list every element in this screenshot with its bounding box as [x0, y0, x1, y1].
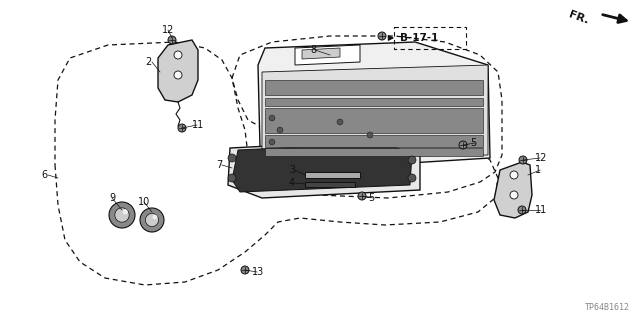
- Text: 6: 6: [42, 170, 48, 180]
- Circle shape: [518, 206, 526, 214]
- Text: 10: 10: [138, 197, 150, 207]
- Bar: [265, 135, 483, 147]
- Circle shape: [510, 171, 518, 179]
- Circle shape: [337, 119, 343, 125]
- Text: 11: 11: [192, 120, 204, 130]
- Circle shape: [358, 192, 366, 200]
- Text: 2: 2: [146, 57, 152, 67]
- Bar: [305, 182, 355, 187]
- Circle shape: [408, 174, 416, 182]
- Text: 11: 11: [535, 205, 547, 215]
- Circle shape: [140, 208, 164, 232]
- Circle shape: [174, 51, 182, 59]
- Circle shape: [519, 156, 527, 164]
- Circle shape: [115, 208, 129, 222]
- Text: 13: 13: [252, 267, 264, 277]
- Circle shape: [109, 202, 135, 228]
- Bar: [265, 108, 483, 133]
- Bar: [265, 148, 483, 156]
- Polygon shape: [232, 143, 412, 192]
- Circle shape: [269, 139, 275, 145]
- Circle shape: [168, 36, 176, 44]
- Circle shape: [152, 215, 157, 220]
- Circle shape: [510, 191, 518, 199]
- Text: 5: 5: [368, 193, 374, 203]
- Text: 12: 12: [162, 25, 174, 35]
- Circle shape: [378, 32, 386, 40]
- Text: 3: 3: [289, 165, 295, 175]
- Circle shape: [228, 154, 236, 162]
- Polygon shape: [258, 42, 490, 165]
- Circle shape: [408, 156, 416, 164]
- Text: 12: 12: [535, 153, 547, 163]
- Circle shape: [123, 209, 128, 214]
- Circle shape: [145, 213, 159, 227]
- Circle shape: [459, 141, 467, 149]
- Text: 5: 5: [470, 138, 476, 148]
- Bar: [265, 98, 483, 106]
- Polygon shape: [158, 40, 198, 102]
- Circle shape: [277, 127, 283, 133]
- Bar: [265, 80, 483, 95]
- Text: FR.: FR.: [567, 10, 590, 26]
- Polygon shape: [295, 45, 360, 65]
- Text: TP64B1612: TP64B1612: [585, 303, 630, 312]
- Polygon shape: [302, 48, 340, 59]
- Circle shape: [269, 115, 275, 121]
- Circle shape: [241, 266, 249, 274]
- Polygon shape: [494, 162, 532, 218]
- Text: 1: 1: [535, 165, 541, 175]
- Polygon shape: [262, 65, 488, 158]
- Circle shape: [174, 71, 182, 79]
- Text: B-17-1: B-17-1: [400, 33, 438, 43]
- Circle shape: [367, 132, 373, 138]
- Text: 8: 8: [310, 45, 316, 55]
- Polygon shape: [228, 140, 420, 198]
- Circle shape: [178, 124, 186, 132]
- Text: 4: 4: [289, 178, 295, 188]
- Text: 9: 9: [109, 193, 115, 203]
- Text: 7: 7: [216, 160, 222, 170]
- Bar: [305, 172, 360, 178]
- Circle shape: [228, 174, 236, 182]
